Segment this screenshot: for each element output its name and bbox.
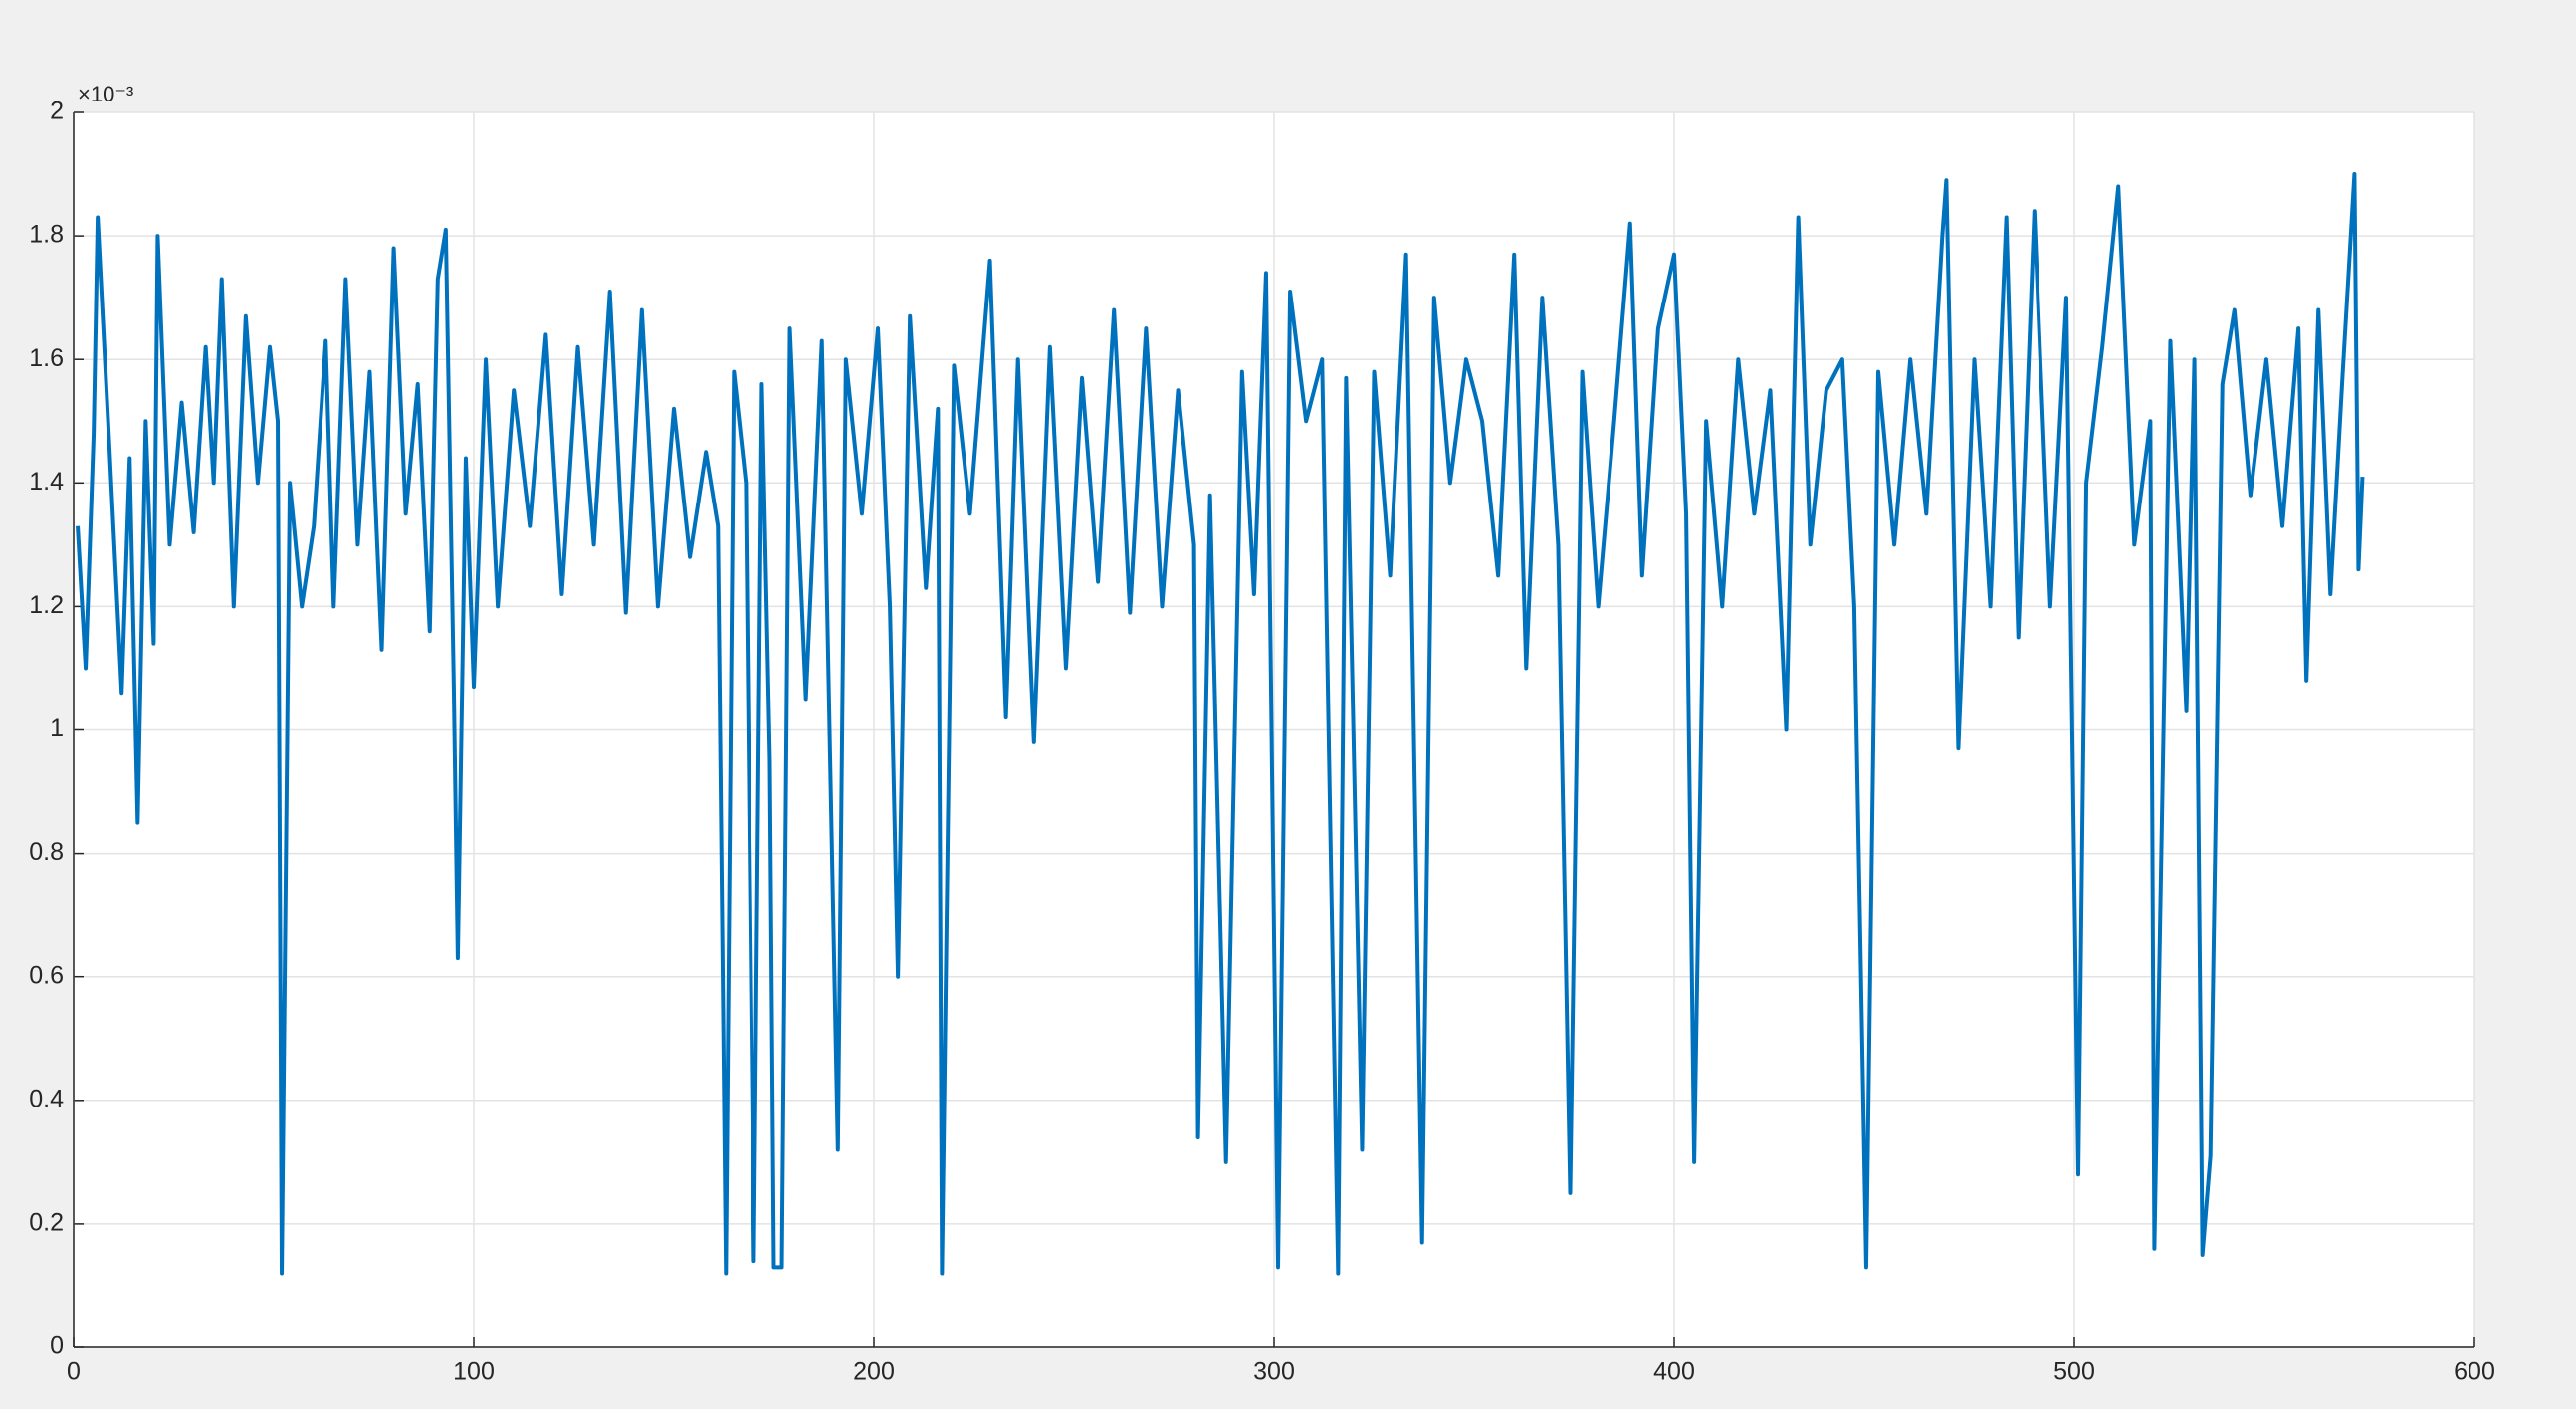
y-tick-label: 0.2 [29,1209,64,1237]
x-tick-label: 0 [67,1358,81,1386]
x-tick-label: 600 [2454,1358,2495,1386]
data-line [76,172,2365,1276]
x-tick-label: 300 [1253,1358,1295,1386]
y-tick-label: 0.8 [29,838,64,866]
y-tick-label: 0.4 [29,1085,64,1112]
y-tick-label: 1.4 [29,468,64,496]
y-tick-label: 0 [50,1332,64,1360]
x-tick-label: 400 [1653,1358,1695,1386]
y-tick-label: 2 [50,98,64,125]
y-tick-label: 1.8 [29,221,64,249]
y-tick-label: 1.2 [29,591,64,619]
y-tick-label: 1.6 [29,344,64,372]
x-tick-label: 200 [853,1358,895,1386]
y-tick-label: 0.6 [29,961,64,989]
y-exponent: ×10⁻³ [78,82,133,106]
x-tick-label: 100 [453,1358,495,1386]
x-tick-label: 500 [2053,1358,2095,1386]
y-tick-label: 1 [50,714,64,742]
